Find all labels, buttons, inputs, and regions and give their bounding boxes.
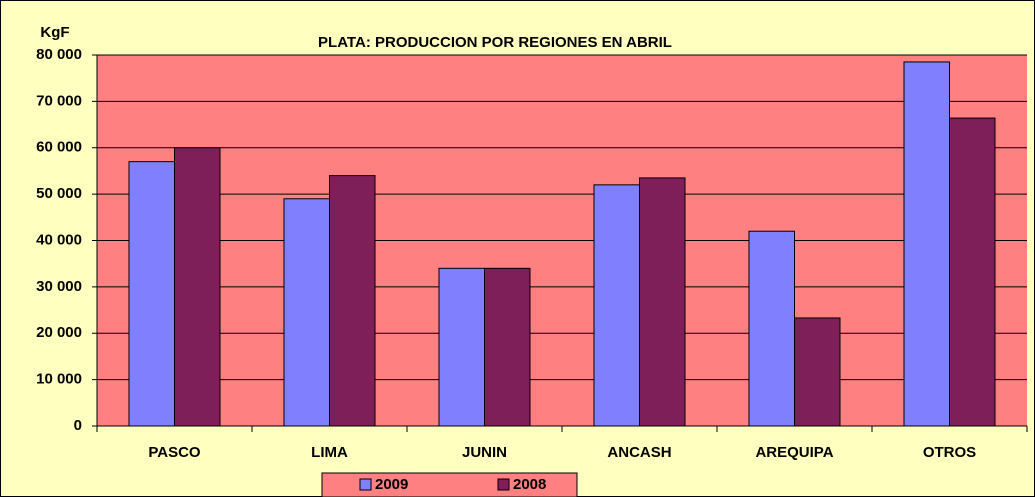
y-tick-label: 60 000 (36, 139, 82, 156)
y-tick-label: 80 000 (36, 46, 82, 63)
x-tick-label: ANCASH (607, 444, 671, 461)
bar (794, 317, 841, 427)
y-tick-label: 30 000 (36, 278, 82, 295)
legend-label: 2008 (513, 476, 546, 493)
y-axis-label: KgF (40, 24, 69, 41)
x-tick-label: AREQUIPA (755, 444, 833, 461)
y-tick-label: 20 000 (36, 324, 82, 341)
bar (639, 177, 686, 427)
legend-label: 2009 (375, 476, 408, 493)
bar (128, 161, 175, 427)
x-tick-label: OTROS (923, 444, 976, 461)
bar (903, 61, 950, 427)
bar (949, 117, 996, 427)
x-tick-label: LIMA (311, 444, 348, 461)
y-tick-label: 70 000 (36, 92, 82, 109)
bar (484, 267, 531, 427)
bar (283, 198, 330, 427)
y-tick-label: 40 000 (36, 231, 82, 248)
legend-swatch (359, 478, 372, 491)
bar (329, 175, 376, 427)
bar (593, 184, 640, 427)
y-tick-label: 10 000 (36, 371, 82, 388)
bar (174, 147, 221, 427)
y-tick-label: 0 (74, 417, 82, 434)
x-tick-label: PASCO (148, 444, 201, 461)
y-tick-label: 50 000 (36, 185, 82, 202)
chart-title: PLATA: PRODUCCION POR REGIONES EN ABRIL (318, 34, 672, 51)
x-tick-label: JUNIN (462, 444, 507, 461)
bar (438, 267, 485, 427)
bar (748, 230, 795, 427)
legend-swatch (497, 478, 510, 491)
